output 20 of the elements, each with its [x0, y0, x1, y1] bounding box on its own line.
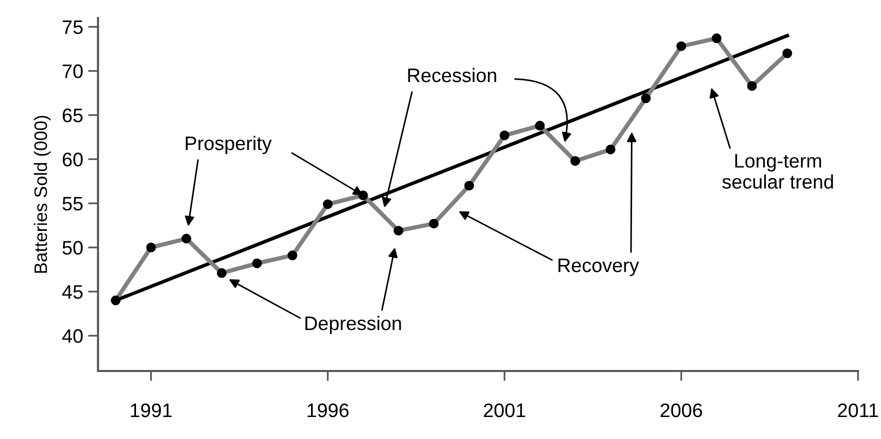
x-tick-label: 2006	[660, 403, 702, 418]
x-tick-label: 2011	[838, 403, 878, 418]
y-axis-title: Batteries Sold (000)	[34, 116, 51, 273]
y-tick-label: 50	[62, 240, 83, 255]
annotation: Long-term secular trend	[722, 154, 833, 189]
y-tick-label: 70	[62, 64, 83, 78]
x-tick-label: 2001	[484, 403, 526, 418]
point	[110, 296, 121, 306]
y-tick-label: 75	[62, 20, 83, 34]
annotation: Recovery	[558, 258, 640, 276]
x-tick-label: 1991	[130, 403, 172, 418]
annotation: Depression	[305, 316, 401, 334]
y-tick-label: 55	[62, 196, 83, 211]
annotation: Prosperity	[186, 136, 272, 154]
y-tick-label: 60	[62, 152, 83, 166]
y-tick-label: 65	[62, 108, 83, 122]
x-tick-label: 1996	[308, 403, 349, 418]
annotation: Recession	[408, 68, 496, 82]
y-tick-label: 40	[62, 329, 83, 343]
y-tick-label: 45	[62, 285, 83, 299]
